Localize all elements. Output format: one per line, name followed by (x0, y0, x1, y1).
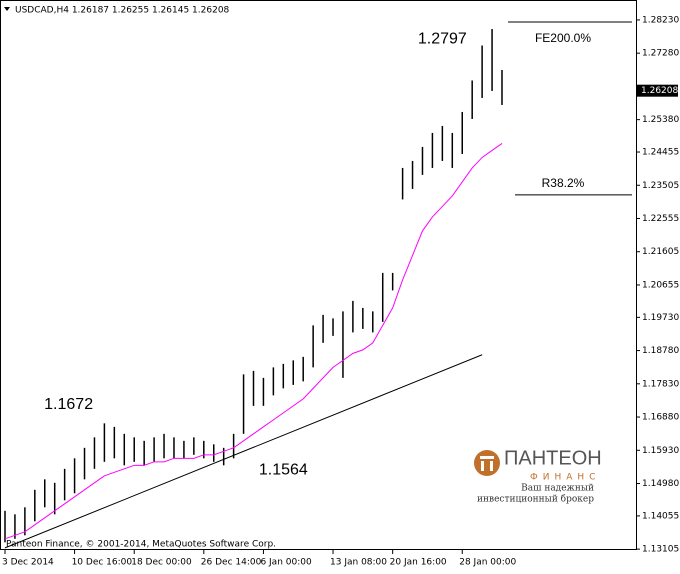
y-tick-label: 1.21605 (642, 247, 679, 257)
y-tick-label: 1.17830 (642, 379, 679, 389)
y-tick-label: 1.20655 (642, 280, 679, 290)
y-tick-label: 1.19730 (642, 313, 679, 323)
fib-label: R38.2% (542, 176, 585, 190)
logo-name: ПАНТЕОН (504, 447, 602, 469)
price-annotation: 1.2797 (418, 30, 467, 47)
logo-tagline: инвестиционный брокер (477, 494, 594, 505)
y-tick-label: 1.13105 (642, 545, 679, 555)
menu-arrow (4, 7, 10, 11)
x-tick-label: 20 Jan 16:00 (390, 558, 447, 568)
logo-icon (474, 450, 500, 476)
trend-line (4, 354, 483, 549)
x-tick-label: 18 Dec 00:00 (131, 558, 192, 568)
moving-average (4, 143, 503, 540)
y-tick-label: 1.25380 (642, 115, 679, 125)
y-tick-label: 1.14980 (642, 479, 679, 489)
plot-frame (0, 0, 637, 550)
y-tick-label: 1.16880 (642, 413, 679, 423)
x-tick-label: 28 Jan 00:00 (459, 558, 516, 568)
y-tick-label: 1.28230 (642, 15, 679, 25)
y-tick-label: 1.15930 (642, 446, 679, 456)
logo-tagline: Ваш надежный (521, 484, 594, 494)
y-tick-label: 1.22555 (642, 214, 679, 224)
header: USDCAD,H4 1.26187 1.26255 1.26145 1.2620… (15, 6, 230, 16)
y-tick-label: 1.27280 (642, 49, 679, 59)
footer: Panteon Finance, © 2001-2014, MetaQuotes… (6, 540, 276, 550)
last-price-box (636, 84, 678, 97)
logo-icon-part (481, 461, 484, 471)
y-tick-label: 1.23505 (642, 181, 679, 191)
last-price-label: 1.26208 (641, 86, 678, 96)
logo-icon-part (480, 456, 494, 459)
y-tick-label: 1.14055 (642, 511, 679, 521)
price-annotation: 1.1564 (259, 462, 308, 479)
x-tick-label: 6 Jan 00:00 (260, 558, 312, 568)
x-tick-label: 10 Dec 16:00 (72, 558, 133, 568)
fib-label: FE200.0% (535, 31, 591, 45)
logo: ПАНТЕОН ФИНАНС Ваш надежный инвестиционн… (474, 447, 602, 505)
x-tick-label: 13 Jan 08:00 (330, 558, 387, 568)
x-tick-label: 3 Dec 2014 (2, 558, 54, 568)
price-annotation: 1.1672 (44, 396, 93, 413)
x-tick-label: 26 Dec 14:00 (201, 558, 262, 568)
logo-icon-part (490, 461, 493, 471)
y-tick-label: 1.24455 (642, 148, 679, 158)
logo-sub: ФИНАНС (530, 473, 600, 483)
y-tick-label: 1.18780 (642, 346, 679, 356)
